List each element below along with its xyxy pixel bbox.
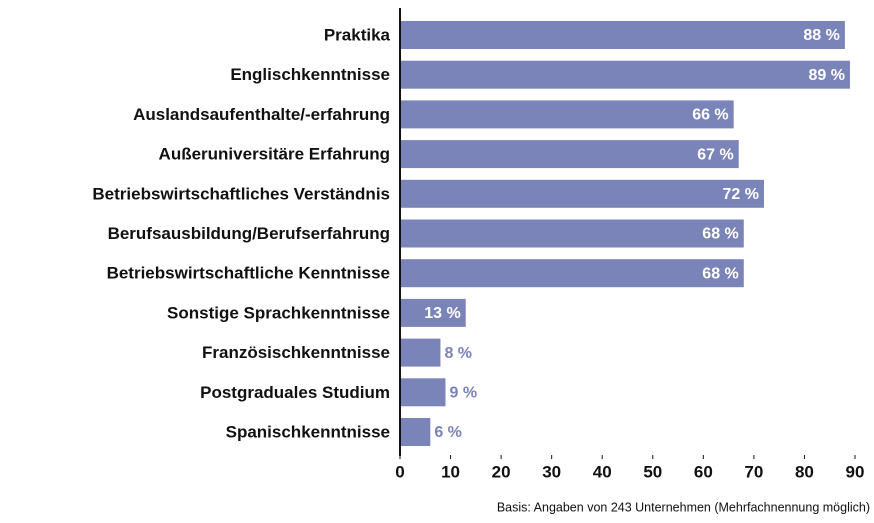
category-label: Englischkenntnisse bbox=[230, 65, 390, 84]
x-tick-label: 30 bbox=[542, 462, 561, 481]
bar bbox=[400, 179, 764, 208]
x-tick-label: 40 bbox=[593, 462, 612, 481]
category-label: Französischkenntnisse bbox=[202, 343, 390, 362]
x-tick-label: 80 bbox=[795, 462, 814, 481]
value-label: 67 % bbox=[697, 146, 733, 163]
value-label: 72 % bbox=[723, 186, 759, 203]
value-label: 8 % bbox=[444, 345, 472, 362]
x-tick-label: 0 bbox=[395, 462, 404, 481]
category-label: Betriebswirtschaftliches Verständnis bbox=[92, 184, 390, 203]
bar bbox=[400, 298, 466, 327]
bar bbox=[400, 60, 850, 89]
category-label: Praktika bbox=[324, 25, 391, 44]
value-label: 68 % bbox=[702, 226, 738, 243]
category-label: Postgraduales Studium bbox=[200, 383, 390, 402]
value-label: 13 % bbox=[424, 305, 460, 322]
value-label: 66 % bbox=[692, 107, 728, 124]
category-label: Berufsausbildung/Berufserfahrung bbox=[108, 224, 390, 243]
value-label: 68 % bbox=[702, 265, 738, 282]
x-tick-label: 90 bbox=[846, 462, 865, 481]
bar bbox=[400, 219, 744, 248]
x-tick-label: 20 bbox=[492, 462, 511, 481]
bar bbox=[400, 338, 441, 367]
bar bbox=[400, 259, 744, 288]
value-label: 9 % bbox=[450, 385, 478, 402]
value-label: 88 % bbox=[803, 27, 839, 44]
note: Basis: Angaben von 243 Unternehmen (Mehr… bbox=[497, 500, 870, 514]
value-label: 6 % bbox=[434, 424, 462, 441]
category-label: Außeruniversitäre Erfahrung bbox=[159, 145, 390, 164]
x-tick-label: 70 bbox=[744, 462, 763, 481]
x-tick-label: 10 bbox=[441, 462, 460, 481]
bar bbox=[400, 418, 431, 446]
category-label: Betriebswirtschaftliche Kenntnisse bbox=[107, 264, 390, 283]
x-tick-label: 50 bbox=[643, 462, 662, 481]
x-tick-label: 60 bbox=[694, 462, 713, 481]
bar bbox=[400, 100, 734, 129]
category-label: Sonstige Sprachkenntnisse bbox=[167, 303, 390, 322]
bar bbox=[400, 140, 739, 169]
bar bbox=[400, 21, 845, 49]
category-label: Spanischkenntnisse bbox=[226, 422, 390, 441]
category-label: Auslandsaufenthalte/-erfahrung bbox=[133, 105, 390, 124]
value-label: 89 % bbox=[808, 67, 844, 84]
bar bbox=[400, 378, 446, 407]
